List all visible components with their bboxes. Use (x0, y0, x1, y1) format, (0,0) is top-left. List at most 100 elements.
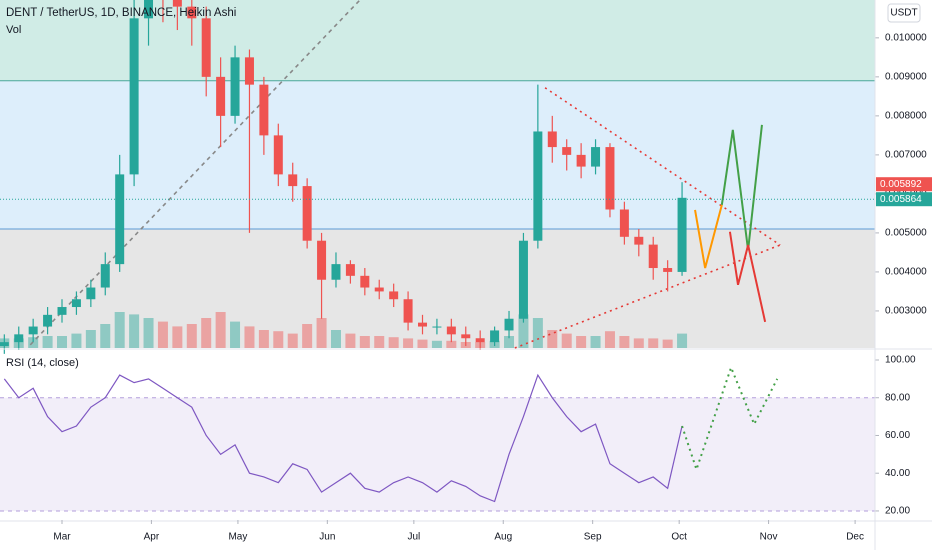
candle-body (432, 326, 442, 328)
candle-body (129, 18, 139, 175)
volume-bar (273, 331, 284, 348)
volume-bar (619, 336, 630, 348)
candle-body (475, 338, 485, 343)
candle-body (576, 154, 586, 167)
y-tick-label: 0.004000 (885, 267, 927, 278)
x-tick-label: Sep (584, 532, 602, 543)
candle-body (533, 131, 543, 241)
price-label: 0.005892 (880, 179, 922, 190)
volume-bar (648, 338, 659, 348)
y-tick-label: 80.00 (885, 392, 910, 403)
x-tick-label: Nov (760, 532, 778, 543)
price-label-box (876, 177, 932, 192)
volume-bar (316, 318, 327, 348)
candle-body (302, 186, 312, 241)
volume-bar (186, 324, 197, 348)
y-tick-label: 0.009000 (885, 71, 927, 82)
candle-body (360, 275, 370, 288)
volume-bar (547, 330, 558, 348)
x-tick-label: Aug (494, 532, 512, 543)
candle-body (345, 264, 355, 276)
candle-body (216, 76, 226, 116)
price-pane: 0.0030000.0040000.0050000.0060000.007000… (0, 0, 932, 354)
candle-body (648, 244, 658, 269)
y-tick-label: 0.007000 (885, 150, 927, 161)
symbol-title: DENT / TetherUS, 1D, BINANCE, Heikin Ash… (6, 7, 236, 19)
candle-body (187, 6, 197, 19)
candle-body (244, 57, 254, 85)
candle-body (144, 0, 154, 19)
rsi-forecast (681, 364, 779, 473)
volume-bar (143, 318, 154, 348)
candle-body (317, 240, 327, 280)
y-tick-label: 0.010000 (885, 32, 927, 43)
volume-bar (633, 338, 644, 348)
rsi-band (0, 397, 875, 511)
rsi-title: RSI (14, close) (6, 357, 79, 369)
volume-bar (57, 336, 68, 348)
volume-bar (302, 324, 313, 348)
drawing-line (728, 231, 767, 323)
candle-body (403, 299, 413, 323)
candle-body (230, 57, 240, 116)
x-tick-label: Jun (319, 532, 335, 543)
volume-bar (100, 324, 111, 348)
y-tick-label: 40.00 (885, 468, 910, 479)
volume-bar (345, 333, 356, 348)
volume-bar (403, 338, 414, 348)
y-tick-label: 0.008000 (885, 111, 927, 122)
candle-body (115, 174, 125, 265)
candle-body (331, 264, 341, 280)
volume-bar (504, 336, 515, 348)
volume-bar (590, 336, 601, 348)
volume-bar (576, 336, 587, 348)
volume-bar (157, 321, 168, 348)
currency: USDT (890, 8, 917, 19)
x-tick-label: Apr (144, 532, 160, 543)
rsi-pane: 20.00 40.00 60.00 80.00 100.00 RSI (14, close… (0, 355, 916, 517)
candle-body (389, 291, 399, 300)
volume-bar (258, 330, 269, 348)
volume-bar (85, 330, 96, 348)
volume-bar (518, 314, 529, 348)
volume-bar (417, 339, 428, 348)
drawing-line (694, 204, 723, 269)
candle-body (71, 299, 81, 308)
volume-bar (71, 333, 82, 348)
candle-body (172, 0, 182, 7)
volume-bar (114, 312, 125, 348)
candle-body (663, 268, 673, 272)
volume-bar (431, 340, 442, 348)
candle-body (418, 322, 428, 327)
x-tick-label: May (228, 532, 247, 543)
candle-body (605, 147, 615, 210)
candle-body (504, 318, 514, 331)
drawing-line (544, 87, 781, 246)
currency-box[interactable] (887, 3, 921, 23)
volume-bar (677, 333, 688, 348)
candle-body (461, 334, 471, 339)
volume-bar (201, 318, 212, 348)
volume-bar (230, 321, 241, 348)
x-tick-label: Mar (53, 532, 71, 543)
y-tick-label: 0.003000 (885, 306, 927, 317)
x-tick-label: Oct (671, 532, 687, 543)
volume-label: Vol (6, 24, 21, 36)
y-tick-label: 100.00 (885, 355, 916, 366)
candle-body (374, 287, 384, 292)
candle-body (446, 326, 456, 335)
candle-body (619, 209, 629, 237)
volume-bar (42, 336, 53, 348)
volume-bar (215, 312, 226, 348)
candle-body (259, 84, 269, 136)
volume-bar (287, 333, 298, 348)
candle-body (57, 307, 67, 315)
volume-bar (446, 340, 457, 348)
y-tick-label: 60.00 (885, 430, 910, 441)
volume-bar (244, 326, 255, 348)
candle-body (100, 264, 110, 288)
volume-bar (604, 331, 615, 348)
candle-body (43, 314, 53, 327)
candle-body (562, 147, 572, 155)
candle-body (547, 131, 557, 148)
